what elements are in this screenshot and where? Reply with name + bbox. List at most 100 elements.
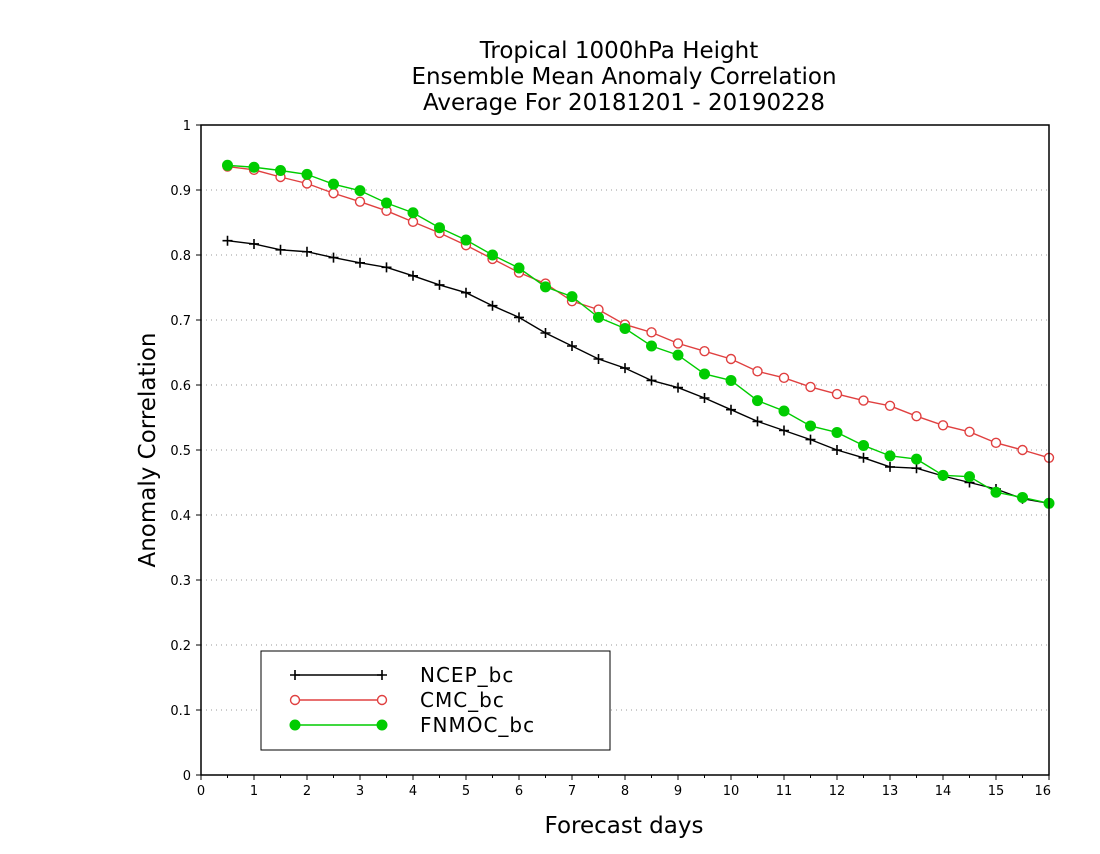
x-tick-label: 2 [303,784,311,799]
x-tick-label: 3 [356,784,364,799]
data-point [593,311,604,323]
y-tick-label: 0.5 [170,444,191,459]
data-point [301,178,313,189]
x-tick-label: 16 [1034,784,1051,799]
y-tick-label: 0.2 [170,639,191,654]
data-point [779,425,789,436]
data-point [540,281,551,293]
data-point [885,461,895,472]
data-point [805,420,816,432]
y-axis-title: Anomaly Correlation [135,332,161,567]
y-tick-label: 0.9 [170,184,191,199]
x-tick-label: 5 [462,784,470,799]
x-tick-label: 11 [776,784,793,799]
x-tick-label: 12 [829,784,846,799]
data-point [275,165,286,176]
data-point [461,287,471,298]
data-point [355,257,365,268]
data-point [725,353,737,365]
chart-title-line-2: Ensemble Mean Anomaly Correlation [411,64,836,90]
data-point [407,216,419,228]
x-tick-label: 8 [621,784,629,799]
x-tick-label: 10 [723,784,740,799]
data-point [248,161,260,173]
data-point [646,327,657,338]
data-point [328,178,339,190]
data-point [460,234,472,246]
data-point [752,366,763,377]
data-point [408,270,418,281]
data-point [831,388,843,400]
grid-lines [201,189,1049,711]
x-tick-label: 4 [409,784,417,799]
plot-frame [200,124,1050,776]
data-point [328,188,339,199]
axis-ticks: 00.10.20.30.40.50.60.70.80.910 1 2 3 4 5 6 7 8 9 1… [170,119,1051,799]
data-point [884,400,896,411]
data-point [964,471,975,483]
data-point [832,445,842,455]
legend-item: CMC_bc [289,688,505,712]
data-point [805,434,816,445]
data-point [434,222,445,234]
y-tick-label: 1 [183,119,191,134]
x-tick-label: 7 [568,784,576,799]
data-point [937,420,949,431]
y-tick-label: 0.4 [170,509,191,524]
y-tick-label: 0.7 [170,314,191,329]
data-point [381,262,392,273]
data-point [619,322,631,334]
data-point [858,395,869,406]
data-point [487,300,498,311]
data-point [752,395,763,407]
data-point [275,244,286,255]
series-CMC_bc [222,161,1055,463]
data-point [699,393,710,403]
chart-title-line-1: Tropical 1000hPa Height [479,38,759,64]
legend-item: NCEP_bc [290,663,513,687]
legend-marker [376,694,388,706]
data-point [778,372,790,384]
y-tick-label: 0.3 [170,574,191,589]
data-point [672,338,684,349]
x-tick-label: 0 [197,784,205,799]
data-point [937,469,949,481]
data-point [620,363,630,374]
series-line [227,164,1050,504]
data-point [513,262,525,274]
data-point [1017,491,1028,503]
legend-marker [377,670,387,680]
x-tick-label: 6 [515,784,523,799]
data-point [831,426,843,438]
data-point [249,238,259,249]
data-point [434,279,445,290]
y-tick-label: 0.1 [170,704,191,719]
data-point [381,197,392,209]
data-point [884,450,896,462]
legend-label: CMC_bc [420,688,505,712]
data-series [222,159,1055,509]
x-tick-label: 1 [250,784,258,799]
data-point [673,382,683,393]
y-tick-label: 0 [183,769,191,784]
data-point [354,196,366,207]
data-point [593,354,604,364]
data-point [514,312,524,323]
data-point [407,207,419,219]
legend-marker [290,670,300,680]
data-point [964,426,975,437]
y-tick-label: 0.6 [170,379,191,394]
x-tick-label: 13 [882,784,899,799]
legend-label: FNMOC_bc [420,713,535,737]
series-FNMOC_bc [222,159,1055,509]
data-point [646,375,657,386]
data-point [990,437,1002,449]
data-point [699,368,710,380]
x-tick-label: 9 [674,784,682,799]
data-point [540,328,551,338]
series-line [227,165,1050,459]
x-tick-label: 14 [935,784,952,799]
data-point [911,463,922,474]
